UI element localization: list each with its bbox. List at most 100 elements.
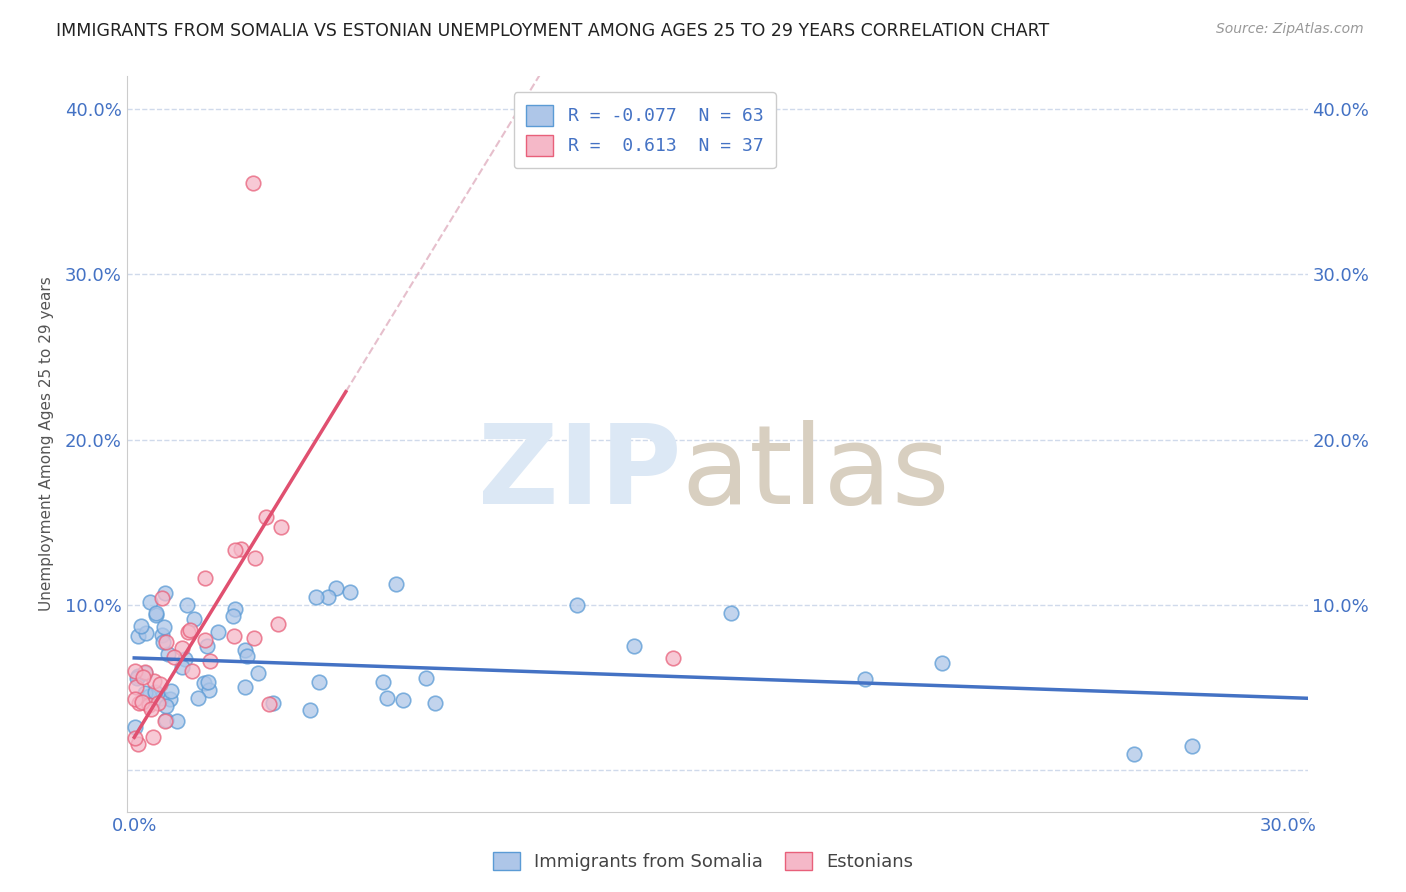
Point <box>124 731 146 745</box>
Point <box>425 696 447 710</box>
Point <box>931 656 953 670</box>
Text: IMMIGRANTS FROM SOMALIA VS ESTONIAN UNEMPLOYMENT AMONG AGES 25 TO 29 YEARS CORRE: IMMIGRANTS FROM SOMALIA VS ESTONIAN UNEM… <box>56 22 1049 40</box>
Point <box>224 602 246 616</box>
Point <box>316 591 339 605</box>
Point <box>124 719 146 733</box>
Point <box>127 629 149 643</box>
Point <box>134 665 156 679</box>
Point <box>128 696 150 710</box>
Point <box>1181 739 1204 753</box>
Point <box>150 591 173 605</box>
Point <box>224 543 246 558</box>
Point <box>242 631 264 645</box>
Point <box>150 628 173 642</box>
Point <box>127 669 149 683</box>
Point <box>262 696 284 710</box>
Point <box>415 671 437 685</box>
Point <box>233 680 256 694</box>
Point <box>375 691 398 706</box>
Point <box>138 698 160 713</box>
Point <box>170 640 193 655</box>
Point <box>720 607 742 621</box>
Point <box>134 685 156 699</box>
Point <box>195 639 218 653</box>
Point <box>200 654 222 668</box>
Point <box>153 620 176 634</box>
Point <box>662 651 685 665</box>
Point <box>270 520 292 534</box>
Point <box>157 648 180 662</box>
Point <box>174 651 197 665</box>
Point <box>207 624 229 639</box>
Point <box>170 660 193 674</box>
Point <box>148 677 170 691</box>
Point <box>127 671 149 685</box>
Point <box>257 697 280 711</box>
Point <box>166 714 188 728</box>
Text: ZIP: ZIP <box>478 420 682 526</box>
Point <box>229 541 252 556</box>
Point <box>222 629 245 643</box>
Point <box>159 692 181 706</box>
Point <box>129 618 152 632</box>
Point <box>181 664 204 678</box>
Point <box>124 664 146 678</box>
Point <box>235 649 257 664</box>
Point <box>305 591 328 605</box>
Point <box>194 633 217 648</box>
Legend: Immigrants from Somalia, Estonians: Immigrants from Somalia, Estonians <box>485 845 921 879</box>
Point <box>149 691 172 706</box>
Point <box>194 571 217 585</box>
Point <box>145 607 167 622</box>
Point <box>222 609 245 624</box>
Point <box>135 626 157 640</box>
Point <box>373 675 395 690</box>
Point <box>242 177 264 191</box>
Point <box>143 684 166 698</box>
Point <box>623 640 645 654</box>
Point <box>125 681 148 695</box>
Point <box>197 675 219 690</box>
Point <box>246 665 269 680</box>
Legend: R = -0.077  N = 63, R =  0.613  N = 37: R = -0.077 N = 63, R = 0.613 N = 37 <box>513 92 776 169</box>
Point <box>339 585 361 599</box>
Point <box>145 606 167 620</box>
Text: atlas: atlas <box>682 420 950 526</box>
Point <box>131 695 153 709</box>
Point <box>183 612 205 626</box>
Point <box>152 635 174 649</box>
Point <box>233 643 256 657</box>
Point <box>142 731 165 745</box>
Point <box>163 649 186 664</box>
Point <box>124 692 146 706</box>
Point <box>155 635 177 649</box>
Point <box>325 581 347 595</box>
Point <box>155 698 177 713</box>
Point <box>1123 747 1146 761</box>
Point <box>138 689 160 703</box>
Point <box>193 676 215 690</box>
Point <box>243 550 266 565</box>
Point <box>254 509 277 524</box>
Point <box>148 696 170 710</box>
Point <box>853 673 876 687</box>
Point <box>143 673 166 688</box>
Point <box>179 624 201 638</box>
Point <box>155 586 177 600</box>
Point <box>392 692 415 706</box>
Point <box>139 702 162 716</box>
Point <box>176 598 198 612</box>
Point <box>177 624 200 639</box>
Point <box>308 674 330 689</box>
Point <box>139 595 162 609</box>
Point <box>385 577 408 591</box>
Point <box>153 714 176 728</box>
Point <box>155 713 177 727</box>
Point <box>134 665 156 680</box>
Point <box>160 683 183 698</box>
Point <box>565 598 588 612</box>
Point <box>132 670 155 684</box>
Text: Source: ZipAtlas.com: Source: ZipAtlas.com <box>1216 22 1364 37</box>
Point <box>299 703 322 717</box>
Point <box>198 682 221 697</box>
